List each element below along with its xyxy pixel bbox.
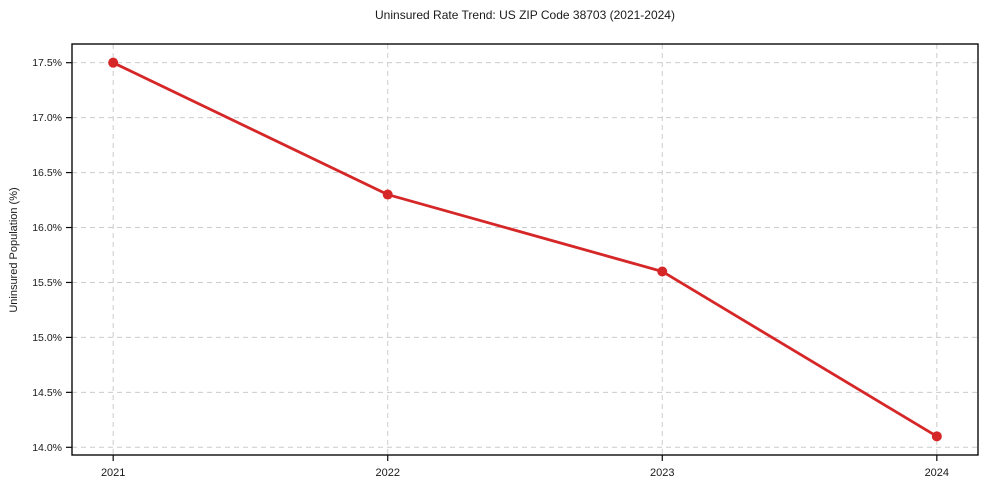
data-point-marker	[382, 189, 393, 200]
chart-title: Uninsured Rate Trend: US ZIP Code 38703 …	[375, 8, 675, 22]
data-point-marker	[931, 431, 942, 442]
data-point-marker	[108, 57, 119, 68]
y-tick-label: 16.5%	[32, 167, 62, 179]
x-tick-label: 2023	[650, 467, 674, 479]
plot-border	[71, 43, 979, 456]
x-tick-label: 2021	[101, 467, 125, 479]
y-tick-label: 17.0%	[32, 112, 62, 124]
data-point-marker	[657, 266, 668, 277]
y-tick-label: 14.0%	[32, 442, 62, 454]
trend-line	[111, 61, 939, 438]
y-tick-label: 16.0%	[32, 222, 62, 234]
y-tick-label: 17.5%	[32, 57, 62, 69]
y-tick-label: 14.5%	[32, 387, 62, 399]
x-tick-label: 2024	[925, 467, 949, 479]
y-tick-label: 15.5%	[32, 277, 62, 289]
x-tick-label: 2022	[375, 467, 399, 479]
y-tick-label: 15.0%	[32, 332, 62, 344]
